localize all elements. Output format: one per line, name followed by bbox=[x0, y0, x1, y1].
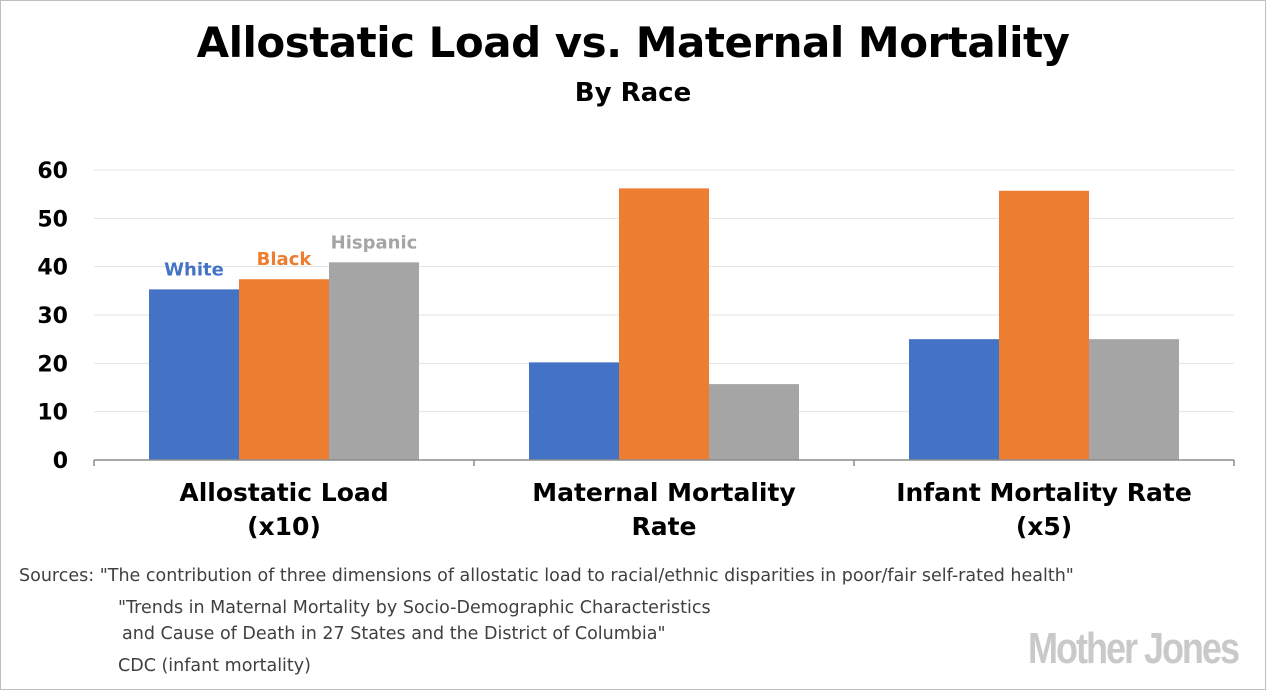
bar-hispanic-2 bbox=[1089, 339, 1179, 460]
source-2-line-2: and Cause of Death in 27 States and the … bbox=[122, 624, 666, 644]
y-tick-label: 30 bbox=[37, 304, 68, 329]
category-label: Infant Mortality Rate bbox=[896, 478, 1192, 507]
category-label: (x5) bbox=[1016, 512, 1072, 541]
series-label-hispanic: Hispanic bbox=[331, 232, 418, 253]
mother-jones-logo: Mother Jones bbox=[1028, 624, 1240, 673]
y-tick-label: 40 bbox=[37, 256, 68, 281]
series-label-black: Black bbox=[257, 249, 313, 270]
x-axis bbox=[93, 459, 1235, 466]
bar-black-1 bbox=[619, 188, 709, 460]
bar-hispanic-1 bbox=[709, 384, 799, 460]
series-labels: White Black Hispanic bbox=[164, 232, 417, 280]
category-label: Maternal Mortality bbox=[532, 478, 796, 507]
chart-title: Allostatic Load vs. Maternal Mortality bbox=[196, 18, 1070, 67]
category-label: (x10) bbox=[247, 512, 321, 541]
bar-white-0 bbox=[149, 289, 239, 460]
bar-hispanic-0 bbox=[329, 262, 419, 460]
y-tick-label: 0 bbox=[53, 449, 68, 474]
bars bbox=[149, 188, 1179, 461]
chart-subtitle: By Race bbox=[574, 78, 692, 108]
y-tick-label: 50 bbox=[37, 207, 68, 232]
category-label: Allostatic Load bbox=[179, 478, 388, 507]
sources-line-1: Sources: "The contribution of three dime… bbox=[19, 566, 1074, 586]
bar-white-2 bbox=[909, 339, 999, 460]
y-axis-ticks: 0 10 20 30 40 50 60 bbox=[37, 159, 68, 474]
y-tick-label: 20 bbox=[37, 352, 68, 377]
sources-label: Sources: bbox=[19, 566, 95, 586]
y-tick-label: 10 bbox=[37, 401, 68, 426]
category-label: Rate bbox=[631, 512, 696, 541]
bar-black-2 bbox=[999, 190, 1089, 461]
bar-white-1 bbox=[529, 362, 619, 460]
y-tick-label: 60 bbox=[37, 159, 68, 184]
source-2-line-1: "Trends in Maternal Mortality by Socio-D… bbox=[118, 598, 711, 618]
bar-black-0 bbox=[239, 279, 329, 460]
series-label-white: White bbox=[164, 259, 224, 280]
source-3: CDC (infant mortality) bbox=[118, 656, 311, 676]
source-1: "The contribution of three dimensions of… bbox=[99, 566, 1074, 586]
category-labels: Allostatic Load (x10) Maternal Mortality Ra… bbox=[179, 478, 1191, 541]
